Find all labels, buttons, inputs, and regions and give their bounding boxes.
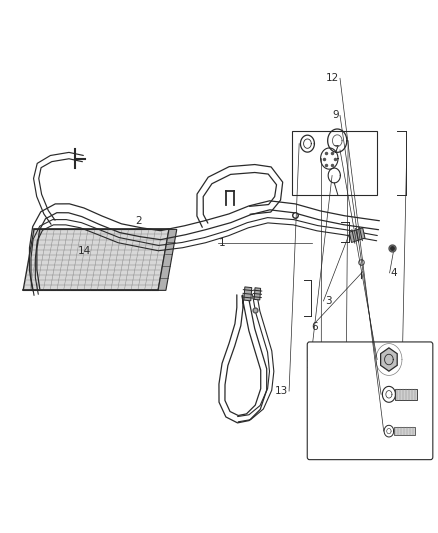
Polygon shape	[381, 348, 397, 371]
Text: 12: 12	[325, 73, 339, 83]
Text: 11: 11	[347, 386, 360, 396]
Polygon shape	[394, 427, 415, 435]
Text: 8: 8	[309, 344, 316, 354]
Polygon shape	[23, 229, 169, 290]
Text: 4: 4	[391, 268, 398, 278]
Polygon shape	[396, 389, 417, 400]
Polygon shape	[244, 287, 252, 301]
Text: 14: 14	[78, 246, 91, 256]
Text: 7: 7	[332, 145, 339, 155]
Text: 9: 9	[332, 110, 339, 120]
Polygon shape	[254, 288, 261, 300]
Bar	[292, 131, 377, 196]
Polygon shape	[349, 228, 365, 243]
Text: 2: 2	[135, 216, 142, 227]
Text: 10: 10	[306, 360, 319, 369]
Text: 5: 5	[404, 381, 410, 391]
Text: 6: 6	[311, 322, 318, 333]
FancyBboxPatch shape	[307, 342, 433, 459]
Text: 3: 3	[325, 296, 332, 306]
Polygon shape	[158, 229, 177, 290]
Text: 13: 13	[275, 386, 288, 396]
Text: 1: 1	[219, 238, 226, 248]
